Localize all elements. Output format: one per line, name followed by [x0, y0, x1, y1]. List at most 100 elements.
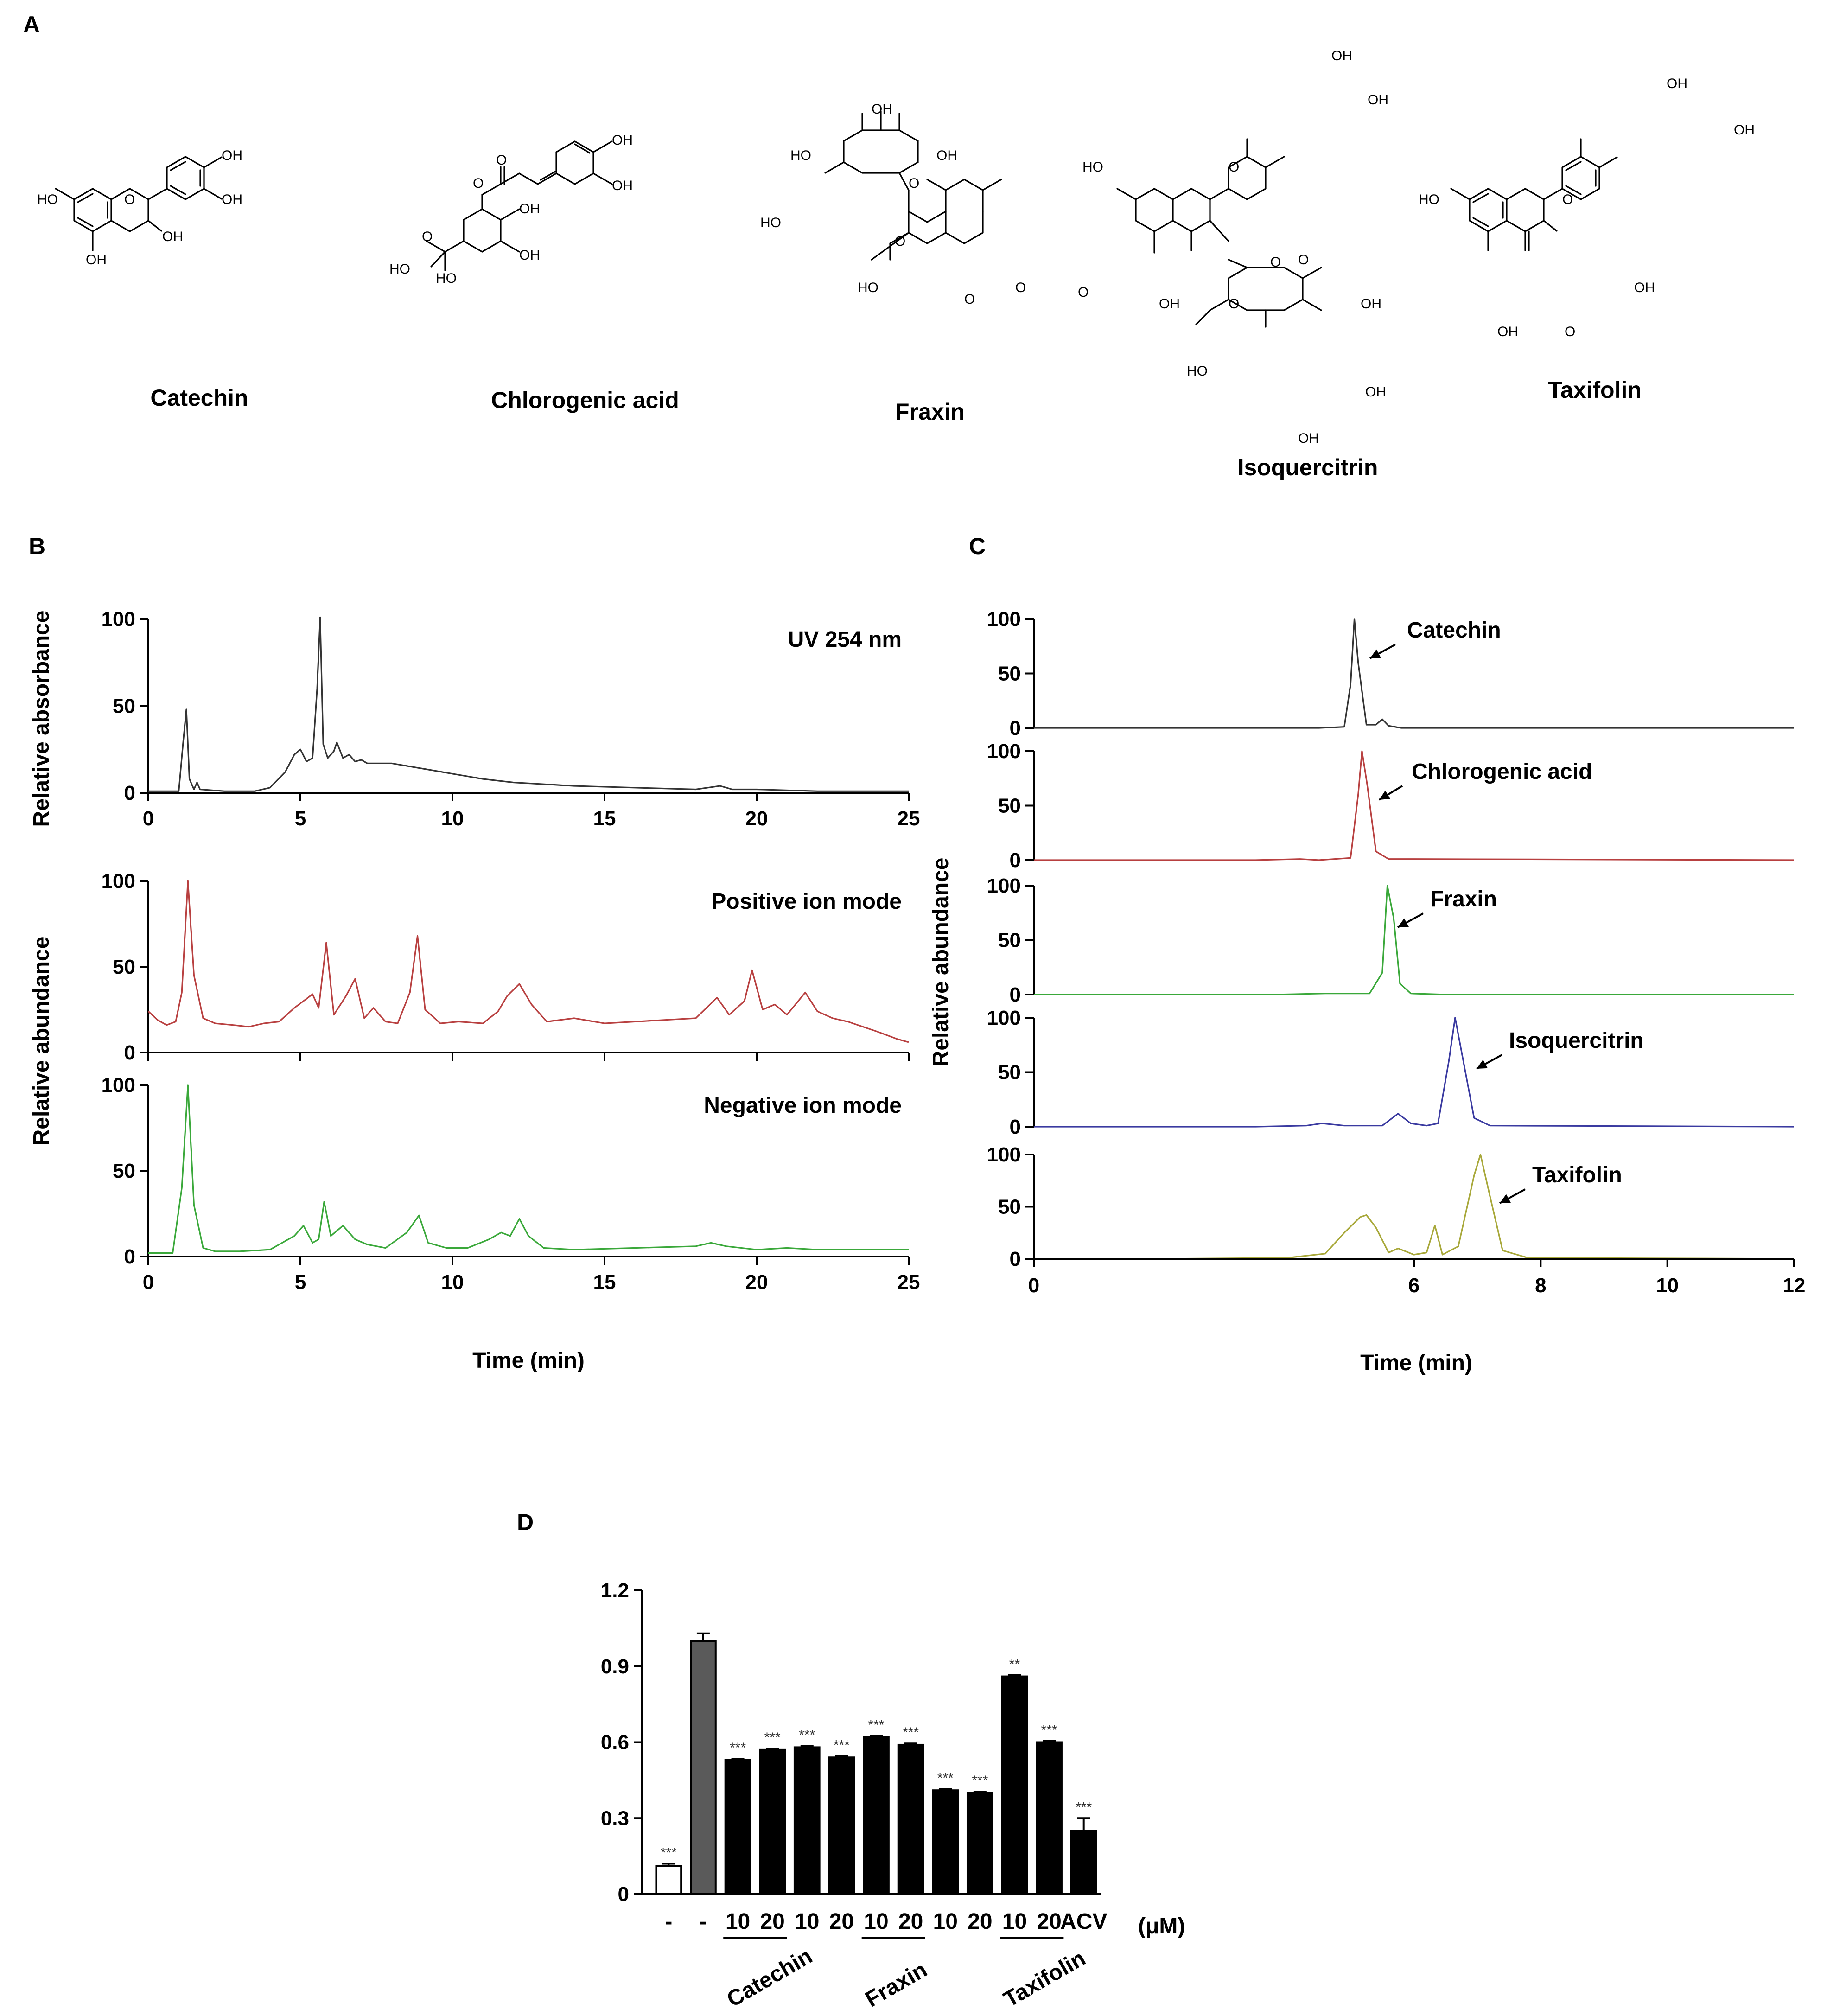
fraxin-atom-6: O [909, 176, 919, 191]
panel-c-y-tick-label: 100 [987, 1007, 1021, 1029]
fraxin-structure [824, 110, 1002, 261]
panel-b-trace-3 [148, 1084, 909, 1254]
fraxin-atom-10: O [1078, 285, 1089, 300]
panel-b-trace-1 [148, 616, 909, 792]
panel-d-group-label: Catechin [723, 1944, 816, 2012]
panel-d-y-tick-label: 0.9 [601, 1655, 629, 1678]
panel-d-bar [932, 1789, 959, 1895]
panel-d-significance: *** [764, 1730, 781, 1745]
panel-label-d: D [517, 1509, 534, 1535]
panel-b-ylabel-absorbance: Relative absorbance [29, 611, 54, 827]
panel-c-y-tick-label: 50 [998, 663, 1021, 685]
chlorogenic-atom-8: HO [436, 271, 457, 286]
isoquercitrin-atom-10: HO [1187, 364, 1208, 379]
panel-c-trace-4 [1034, 1017, 1795, 1128]
panel-b-y-tick-label: 100 [102, 870, 135, 893]
panel-d-bar-label: 10 [1002, 1909, 1027, 1934]
panel-d-bar-chart: (μM) 0 0.3 0.6 0.9 1.2 *** - - *** 10 *** 20 *** 10 **… [601, 1579, 1185, 2012]
panel-b-chromatograms: UV 254 nm Positive ion mode Negative ion… [29, 608, 920, 1373]
panel-d-bar-label: 10 [864, 1909, 888, 1934]
isoquercitrin-atom-12: OH [1298, 431, 1319, 446]
panel-b-x-tick-label: 5 [295, 1271, 306, 1294]
panel-b-x-tick-label: 10 [441, 1271, 464, 1294]
chlorogenic-atom-2: OH [612, 133, 633, 148]
panel-d-bar [759, 1748, 786, 1895]
panel-c-compound-label: Fraxin [1430, 887, 1497, 912]
panel-b-xlabel: Time (min) [472, 1348, 585, 1373]
panel-d-bar [690, 1640, 717, 1895]
fraxin-atom-3: OH [936, 148, 957, 163]
panel-label-b: B [29, 533, 45, 559]
chlorogenic-atom-4: O [496, 153, 507, 168]
catechin-atom-5: OH [162, 229, 183, 244]
panel-b-x-tick-label: 5 [295, 807, 306, 830]
isoquercitrin-atom-2: OH [1368, 92, 1388, 108]
panel-c-y-tick-label: 50 [998, 1061, 1021, 1084]
panel-b-y-tick-label: 0 [124, 1245, 135, 1268]
panel-c-trace-3 [1034, 885, 1794, 995]
panel-b-x-tick-label: 0 [143, 807, 154, 830]
panel-b-y-tick-label: 0 [124, 782, 135, 804]
catechin-structure [55, 156, 223, 251]
panel-b-x-tick-label: 15 [593, 807, 616, 830]
panel-d-significance: *** [868, 1717, 884, 1733]
panel-d-unit-label: (μM) [1138, 1914, 1185, 1939]
panel-c-y-tick-label: 0 [1010, 983, 1021, 1006]
taxifolin-atom-7: O [1565, 324, 1575, 339]
panel-c-y-tick-label: 100 [987, 740, 1021, 763]
panel-b-x-tick-label: 15 [593, 1271, 616, 1294]
isoquercitrin-atom-11: OH [1365, 384, 1386, 400]
panel-d-significance: *** [730, 1740, 746, 1755]
chlorogenic-atom-3: OH [612, 178, 633, 193]
panel-d-bar [1001, 1675, 1028, 1895]
panel-b-y-tick-label: 50 [113, 956, 135, 978]
panel-b-x-tick-label: 20 [745, 807, 768, 830]
fraxin-atom-5: O [895, 234, 905, 249]
isoquercitrin-atom-6: O [1229, 296, 1239, 312]
panel-b-y-tick-label: 100 [102, 608, 135, 631]
chlorogenic-atom-9: OH [519, 201, 540, 217]
panel-c-y-tick-label: 50 [998, 795, 1021, 817]
panel-d-bar [724, 1759, 751, 1895]
panel-d-group-label: Taxifolin [999, 1946, 1089, 2012]
panel-b-ylabel-abundance: Relative abundance [29, 937, 54, 1146]
panel-d-significance: *** [799, 1728, 815, 1743]
isoquercitrin-atom-1: OH [1331, 48, 1352, 64]
panel-c-x-tick-label: 12 [1783, 1274, 1806, 1297]
isoquercitrin-atom-9: OH [1361, 296, 1381, 312]
isoquercitrin-structure [1116, 138, 1322, 328]
fraxin-atom-8: O [964, 292, 975, 307]
panel-d-bar-label: 20 [968, 1909, 992, 1934]
panel-b-y-tick-label: 0 [124, 1041, 135, 1064]
isoquercitrin-atom-3: HO [1082, 159, 1103, 175]
panel-b-trace-2 [147, 880, 909, 1043]
taxifolin-structure [1450, 138, 1618, 251]
panel-c-trace-5 [1034, 1154, 1795, 1260]
panel-d-bar [655, 1865, 682, 1895]
panel-c-compound-label: Catechin [1407, 618, 1501, 643]
taxifolin-caption: Taxifolin [1548, 377, 1642, 403]
panel-c-arrow-head-3 [1398, 918, 1409, 927]
panel-d-bar [863, 1736, 890, 1895]
panel-c-y-tick-label: 50 [998, 929, 1021, 952]
panel-c-compound-label: Chlorogenic acid [1412, 759, 1592, 784]
panel-c-y-tick-label: 0 [1010, 1248, 1021, 1270]
panel-c-xlabel: Time (min) [1360, 1351, 1472, 1375]
panel-b-x-tick-label: 25 [898, 1271, 920, 1294]
panel-d-y-tick-label: 0 [618, 1883, 629, 1906]
chlorogenic-atom-1: O [473, 176, 484, 191]
panel-b-series-label-positive: Positive ion mode [711, 889, 902, 914]
panel-c-arrow-head-4 [1477, 1059, 1488, 1069]
panel-c-arrow-head-2 [1379, 790, 1390, 800]
catechin-atom-3: OH [222, 192, 242, 207]
catechin-atom-2: OH [222, 148, 242, 163]
panel-label-a: A [23, 12, 40, 38]
taxifolin-atom-1: OH [1667, 76, 1687, 91]
panel-d-y-tick-label: 0.3 [601, 1807, 629, 1830]
panel-d-bar-label: ACV [1060, 1909, 1107, 1934]
panel-d-bar [1036, 1741, 1063, 1895]
panel-c-y-tick-label: 100 [987, 1143, 1021, 1166]
fraxin-atom-1: OH [872, 102, 892, 117]
